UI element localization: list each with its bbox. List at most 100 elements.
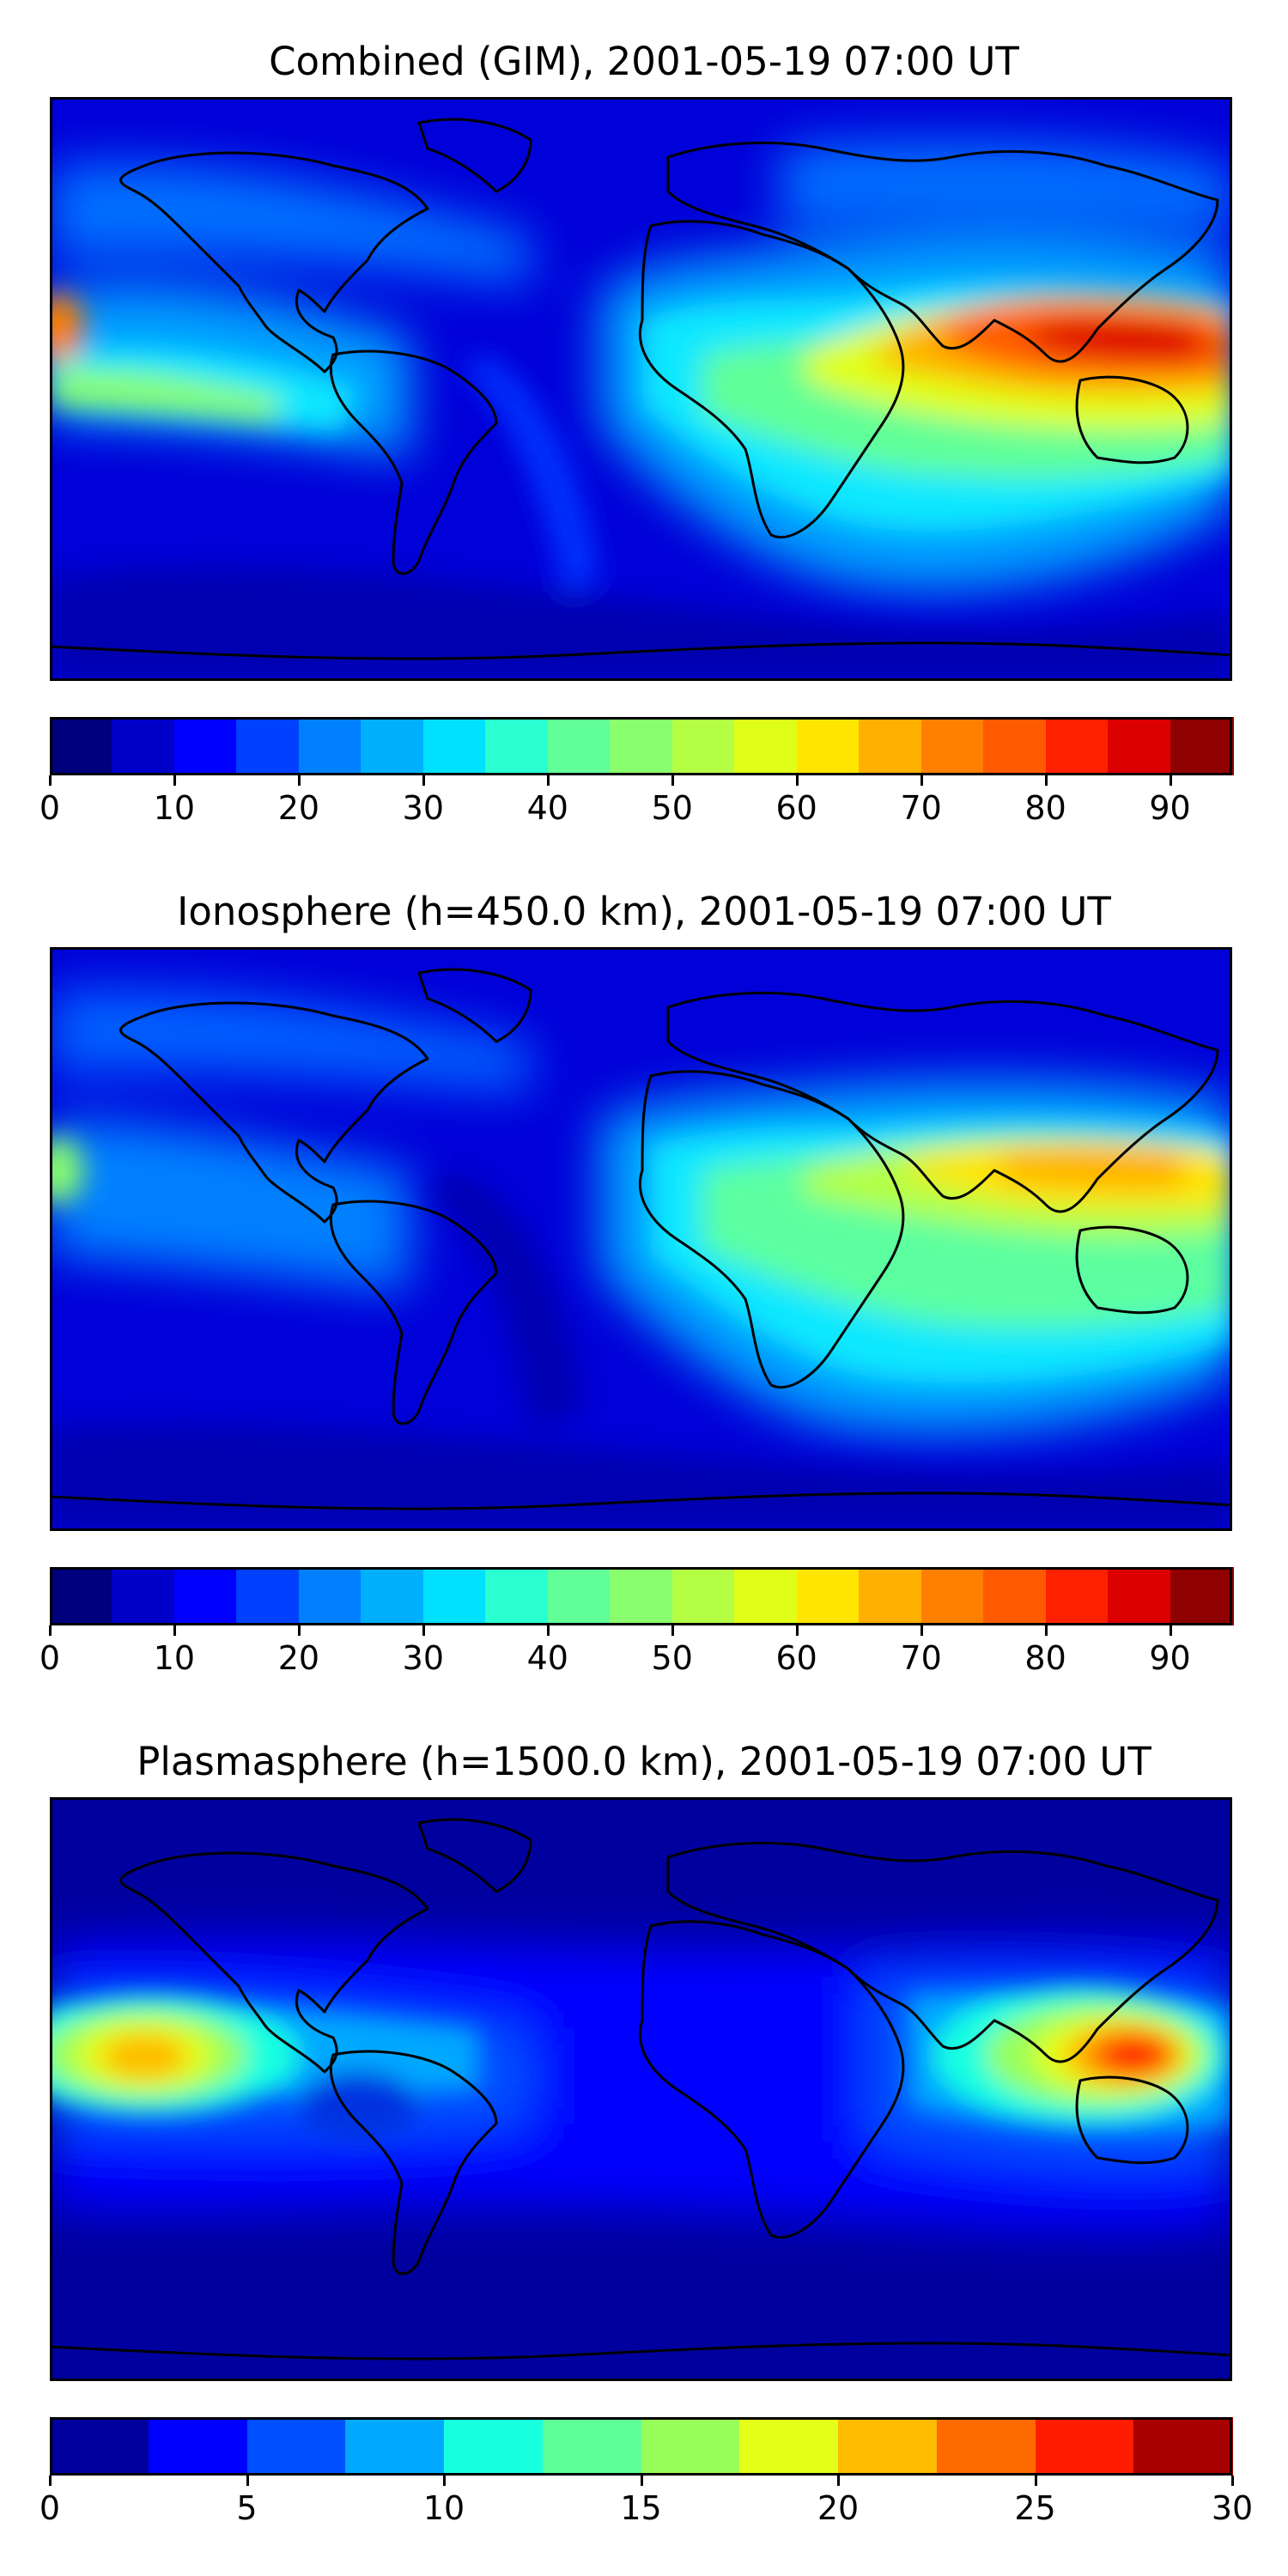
colorbar-tick (546, 1625, 550, 1636)
colorbar-tick (671, 775, 674, 786)
colorbar-segment (610, 717, 674, 775)
colorbar-segment (485, 717, 550, 775)
tec-field-ionosphere (50, 947, 1232, 1531)
colorbar-ticks-ionosphere: 0 10 20 30 40 50 60 70 80 90 (39, 1625, 1232, 1677)
colorbar-segment (1170, 1567, 1234, 1625)
colorbar-segment (983, 717, 1048, 775)
colorbar-segment (671, 717, 736, 775)
colorbar-tick (297, 1625, 301, 1636)
colorbar-segment (112, 1567, 176, 1625)
colorbar-tick-label: 30 (402, 1639, 445, 1677)
colorbar-segment (173, 717, 238, 775)
colorbar-tick (173, 775, 176, 786)
colorbar-tick-label: 70 (900, 789, 942, 827)
map-ionosphere (50, 947, 1232, 1531)
colorbar-tick-label: 10 (153, 1639, 196, 1677)
colorbar-segment (1045, 1567, 1109, 1625)
colorbar-segment (236, 717, 301, 775)
colorbar-tick-label: 40 (526, 789, 568, 827)
colorbar-tick-label: 0 (39, 1639, 61, 1677)
colorbar-tick-label: 50 (651, 789, 693, 827)
colorbar-ionosphere (50, 1567, 1234, 1625)
colorbar-tick-label: 90 (1149, 789, 1191, 827)
colorbar-segment (112, 717, 176, 775)
colorbar-segment (1170, 717, 1234, 775)
colorbar-tick-label: 30 (1211, 2489, 1254, 2527)
colorbar-tick (443, 2476, 446, 2486)
colorbar-segment (547, 717, 611, 775)
colorbar-tick (837, 2476, 840, 2486)
colorbar-segment (796, 717, 860, 775)
colorbar-segment (838, 2417, 938, 2476)
colorbar-segment (246, 2417, 347, 2476)
colorbar-segment (1045, 717, 1109, 775)
colorbar-tick (795, 775, 799, 786)
colorbar-segment (422, 717, 487, 775)
colorbar-tick-label: 80 (1024, 1639, 1066, 1677)
colorbar-ticks-combined: 0 10 20 30 40 50 60 70 80 90 (39, 775, 1232, 827)
colorbar-segment (485, 1567, 550, 1625)
colorbar-segment (796, 1567, 860, 1625)
colorbar-tick (422, 1625, 425, 1636)
colorbar-tick-label: 10 (153, 789, 196, 827)
panel-title-combined: Combined (GIM), 2001-05-19 07:00 UT (269, 39, 1019, 84)
colorbar-segment (542, 2417, 642, 2476)
colorbar-segment (1108, 717, 1172, 775)
colorbar-tick-label: 70 (900, 1639, 942, 1677)
colorbar-tick-label: 15 (620, 2489, 662, 2527)
colorbar-tick-label: 20 (277, 789, 320, 827)
colorbar-segment (1035, 2417, 1135, 2476)
colorbar-segment (610, 1567, 674, 1625)
colorbar-tick (1034, 2476, 1037, 2486)
colorbar-tick (671, 1625, 674, 1636)
colorbar-tick (297, 775, 301, 786)
colorbar-tick (1044, 1625, 1048, 1636)
tec-field-plasmasphere (50, 1797, 1232, 2381)
colorbar-segment (50, 2417, 149, 2476)
colorbar-segment (641, 2417, 741, 2476)
colorbar-tick-label: 40 (526, 1639, 568, 1677)
colorbar-segment (1133, 2417, 1234, 2476)
map-combined (50, 97, 1232, 681)
colorbar-segment (983, 1567, 1048, 1625)
colorbar-tick-label: 30 (402, 789, 445, 827)
colorbar-segment (936, 2417, 1036, 2476)
colorbar-segment (298, 1567, 362, 1625)
tec-field-combined (50, 97, 1232, 681)
colorbar-tick (422, 775, 425, 786)
colorbar-tick (1169, 1625, 1172, 1636)
colorbar-tick-label: 80 (1024, 789, 1066, 827)
coastlines (50, 118, 1232, 660)
colorbar-tick (49, 1625, 52, 1636)
colorbar-tick (49, 2476, 52, 2486)
colorbar-tick-label: 0 (39, 2489, 61, 2527)
colorbar-segment (547, 1567, 611, 1625)
colorbar-tick-label: 20 (817, 2489, 860, 2527)
colorbar-segment (859, 717, 923, 775)
colorbar-plasmasphere (50, 2417, 1234, 2476)
colorbar-tick-label: 10 (422, 2489, 465, 2527)
colorbar-segment (444, 2417, 544, 2476)
colorbar-segment (859, 1567, 923, 1625)
colorbar-segment (298, 717, 362, 775)
colorbar-segment (920, 717, 985, 775)
colorbar-tick-label: 90 (1149, 1639, 1191, 1677)
colorbar-tick (49, 775, 52, 786)
colorbar-segment (361, 717, 425, 775)
colorbar-segment (173, 1567, 238, 1625)
panel-title-plasmasphere: Plasmasphere (h=1500.0 km), 2001-05-19 0… (137, 1739, 1151, 1784)
colorbar-segment (734, 717, 799, 775)
colorbar-tick (1169, 775, 1172, 786)
colorbar-segment (920, 1567, 985, 1625)
colorbar-tick (920, 775, 923, 786)
colorbar-segment (739, 2417, 840, 2476)
colorbar-tick-label: 0 (39, 789, 61, 827)
colorbar-tick (920, 1625, 923, 1636)
colorbar-segment (1108, 1567, 1172, 1625)
colorbar-tick-label: 20 (277, 1639, 320, 1677)
colorbar-tick (795, 1625, 799, 1636)
coastlines (50, 1818, 1232, 2360)
colorbar-segment (50, 717, 113, 775)
colorbar-combined (50, 717, 1234, 775)
colorbar-segment (50, 1567, 113, 1625)
